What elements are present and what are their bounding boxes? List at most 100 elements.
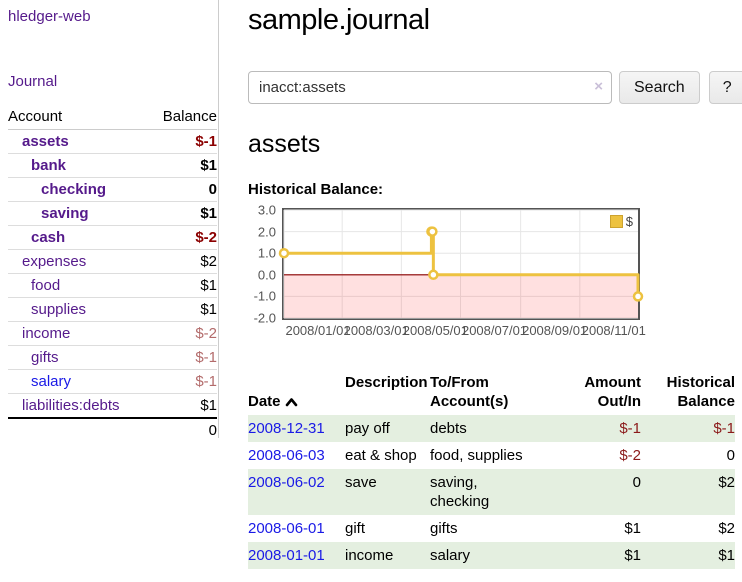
transaction-amount: $1 [624,520,641,537]
register-header-date[interactable]: Date [248,370,345,415]
account-row-salary: salary $-1 [8,368,217,393]
accounts-total-row: 0 [8,416,217,442]
y-tick-label: 3.0 [257,202,276,218]
transaction-date-link[interactable]: 2008-01-01 [248,547,325,564]
register-row: 2008-12-31 pay off debts $-1 $-1 [248,415,735,442]
transaction-description: save [345,474,377,491]
register-row: 2008-06-02 save saving, checking 0 $2 [248,469,735,515]
account-link-expenses[interactable]: expenses [22,252,87,270]
account-balance-cash: $-2 [148,224,217,249]
transaction-balance: $2 [718,474,735,491]
account-balance-liabilities-debts: $1 [148,392,217,418]
transaction-amount: 0 [632,474,641,491]
transaction-date-link[interactable]: 2008-06-03 [248,447,325,464]
transaction-description: income [345,547,394,564]
search-button[interactable]: Search [619,71,700,104]
account-link-saving[interactable]: saving [41,204,89,222]
register-header-row: Date Description To/From Account(s) Amou… [248,370,735,415]
account-balance-saving: $1 [148,200,217,225]
legend-swatch-icon [609,215,623,228]
legend-label: $ [625,214,633,229]
register-header-accounts: To/From Account(s) [430,374,509,410]
chart-heading: Historical Balance: [248,181,384,198]
chart-legend: $ [607,213,635,230]
x-tick-label: 2008/07/01 [461,323,528,338]
search-help-button[interactable]: ? [708,71,742,104]
y-tick-label: 1.0 [257,245,276,261]
page-title: sample.journal [248,4,430,36]
account-link-income[interactable]: income [22,324,71,342]
search-form: × Search ? [248,71,742,104]
chart-y-axis: 3.0 2.0 1.0 0.0 -1.0 -2.0 [248,203,278,326]
historical-balance-chart: 3.0 2.0 1.0 0.0 -1.0 -2.0 $ 2008/01/01 2008/03… [248,203,735,350]
register-row: 2008-01-01 income salary $1 $1 [248,542,735,569]
account-link-assets[interactable]: assets [22,132,69,150]
account-balance-checking: 0 [148,176,217,201]
accounts-table-header: Account Balance [8,105,217,130]
sidebar-divider [218,0,219,438]
sidebar-item-journal[interactable]: Journal [8,73,58,90]
y-tick-label: -1.0 [253,288,276,304]
accounts-total-value: 0 [148,416,217,442]
account-link-bank[interactable]: bank [31,156,67,174]
transaction-accounts: debts [430,420,467,437]
transaction-description: pay off [345,420,390,437]
transaction-amount: $-2 [619,447,641,464]
account-balance-bank: $1 [148,152,217,177]
account-balance-salary: $-1 [148,368,217,393]
account-link-checking[interactable]: checking [41,180,107,198]
transaction-date-link[interactable]: 2008-12-31 [248,420,325,437]
account-balance-expenses: $2 [148,248,217,273]
search-input[interactable] [248,71,612,104]
account-link-food[interactable]: food [31,276,61,294]
account-link-gifts[interactable]: gifts [31,348,59,366]
account-link-supplies[interactable]: supplies [31,300,87,318]
account-row-saving: saving $1 [8,200,217,225]
transaction-accounts: food, supplies [430,447,523,464]
x-tick-label: 2008/01/01 [285,323,351,338]
account-balance-gifts: $-1 [148,344,217,369]
account-row-food: food $1 [8,272,217,297]
account-row-checking: checking 0 [8,176,217,201]
account-balance-supplies: $1 [148,296,217,321]
transaction-description: gift [345,520,366,537]
register-header-balance: Historical Balance [666,374,735,410]
account-row-liabilities-debts: liabilities:debts $1 [8,392,217,418]
account-balance-assets: $-1 [148,128,217,153]
y-tick-label: 0.0 [257,267,276,283]
chart-plot: $ [278,208,644,320]
main-content: sample.journal × Search ? assets Histori… [248,0,742,569]
account-row-gifts: gifts $-1 [8,344,217,369]
y-tick-label: -2.0 [253,310,276,326]
accounts-header-balance: Balance [148,105,217,130]
accounts-header-account: Account [8,105,149,130]
transaction-balance: $-1 [713,420,735,437]
register-header-description: Description [345,374,428,391]
sort-asc-icon [285,393,298,412]
transaction-description: eat & shop [345,447,417,464]
account-row-cash: cash $-2 [8,224,217,249]
account-row-income: income $-2 [8,320,217,345]
x-tick-label: 2008/03/01 [343,323,409,338]
register-row: 2008-06-01 gift gifts $1 $2 [248,515,735,542]
clear-search-icon[interactable]: × [594,78,603,95]
register-row: 2008-06-03 eat & shop food, supplies $-2… [248,442,735,469]
transaction-date-link[interactable]: 2008-06-02 [248,474,325,491]
chart-x-axis: 2008/01/01 2008/03/01 2008/05/01 2008/07/01… [282,323,735,341]
account-balance-income: $-2 [148,320,217,345]
y-tick-label: 2.0 [257,224,276,240]
transaction-balance: $2 [718,520,735,537]
x-tick-label: 2008/09/01 [522,323,588,338]
account-row-expenses: expenses $2 [8,248,217,273]
account-link-cash[interactable]: cash [31,228,66,246]
accounts-table: Account Balance assets $-1 bank $1 check… [8,105,217,442]
account-link-salary[interactable]: salary [31,372,72,390]
transaction-amount: $1 [624,547,641,564]
account-row-bank: bank $1 [8,152,217,177]
brand-link[interactable]: hledger-web [8,8,91,25]
transaction-date-link[interactable]: 2008-06-01 [248,520,325,537]
account-heading: assets [248,130,321,158]
account-row-supplies: supplies $1 [8,296,217,321]
sidebar: hledger-web Journal Account Balance asse… [8,0,217,442]
account-link-liabilities-debts[interactable]: liabilities:debts [22,396,120,414]
